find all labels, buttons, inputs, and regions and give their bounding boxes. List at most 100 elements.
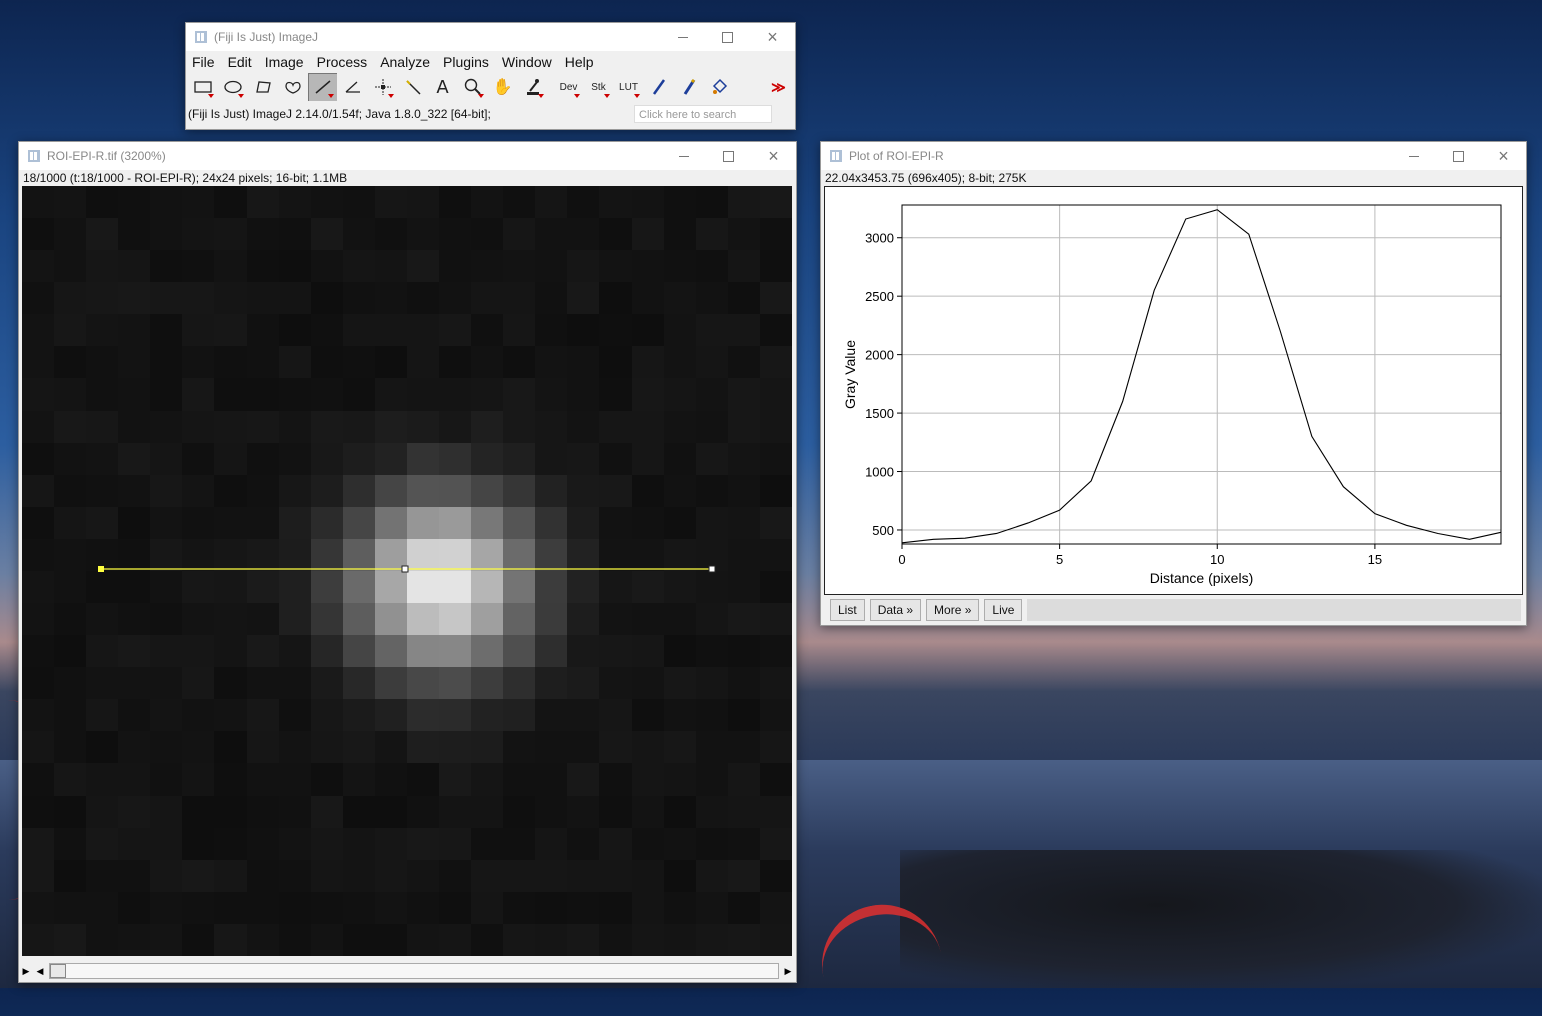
image-pixel [118, 186, 151, 219]
image-pixel [54, 474, 87, 507]
image-pixel [310, 314, 343, 347]
minimize-button[interactable] [661, 142, 706, 170]
image-pixel [214, 603, 247, 636]
image-pixel [471, 603, 504, 636]
maximize-button[interactable] [705, 23, 750, 51]
rectangle-tool-icon[interactable] [188, 73, 217, 101]
image-pixel [342, 378, 375, 411]
menu-analyze[interactable]: Analyze [380, 54, 430, 70]
menu-image[interactable]: Image [264, 54, 304, 70]
frame-slider-track[interactable] [49, 963, 779, 979]
image-pixel [214, 378, 247, 411]
image-pixel [663, 667, 696, 700]
image-pixel [214, 218, 247, 251]
image-pixel [246, 282, 279, 315]
hand-tool-icon[interactable]: ✋ [488, 73, 517, 101]
blank-tool[interactable] [734, 73, 763, 101]
zoom-tool-icon[interactable] [458, 73, 487, 101]
pencil-tool-icon[interactable] [644, 73, 673, 101]
image-pixel [695, 410, 728, 443]
image-pixel [695, 859, 728, 892]
image-canvas[interactable] [22, 186, 792, 956]
image-pixel [278, 827, 311, 860]
image-pixel [374, 603, 407, 636]
image-pixel [54, 314, 87, 347]
image-pixel [695, 538, 728, 571]
menu-edit[interactable]: Edit [227, 54, 252, 70]
frame-scrollbar[interactable]: ▶ ◀ ▶ [19, 960, 795, 982]
image-pixel [631, 186, 664, 219]
menu-process[interactable]: Process [316, 54, 368, 70]
search-input[interactable]: Click here to search [634, 105, 772, 123]
image-pixel [471, 635, 504, 668]
brush-tool-icon[interactable] [674, 73, 703, 101]
menu-plugins[interactable]: Plugins [443, 54, 489, 70]
list-button[interactable]: List [830, 599, 865, 621]
image-pixel [86, 763, 119, 796]
image-pixel [214, 667, 247, 700]
image-pixel [535, 538, 568, 571]
image-pixel [759, 923, 792, 956]
image-pixel [374, 218, 407, 251]
close-button[interactable]: × [768, 145, 779, 166]
menu-window[interactable]: Window [501, 54, 552, 70]
freehand-tool-icon[interactable] [278, 73, 307, 101]
image-pixel [118, 442, 151, 475]
flood-fill-tool-icon[interactable] [704, 73, 733, 101]
menu-help[interactable]: Help [564, 54, 594, 70]
plot-status-bar [1027, 599, 1521, 621]
close-button[interactable]: × [1498, 145, 1509, 166]
image-pixel [246, 250, 279, 283]
image-pixel [471, 378, 504, 411]
play-icon[interactable]: ▶ [22, 965, 30, 976]
image-pixel [567, 731, 600, 764]
main-titlebar[interactable]: (Fiji Is Just) ImageJ × [186, 23, 795, 51]
image-pixel [214, 314, 247, 347]
scroll-left-icon[interactable]: ◀ [36, 965, 44, 976]
image-pixel [567, 218, 600, 251]
maximize-button[interactable] [1436, 142, 1481, 170]
image-pixel [759, 603, 792, 636]
stk-tool[interactable]: Stk [584, 73, 613, 101]
image-pixel [599, 218, 632, 251]
image-pixel [182, 506, 215, 539]
image-pixel [22, 795, 55, 828]
polygon-tool-icon[interactable] [248, 73, 277, 101]
image-pixel [599, 763, 632, 796]
image-pixel [214, 346, 247, 379]
minimize-button[interactable] [660, 23, 705, 51]
dev-tool[interactable]: Dev [554, 73, 583, 101]
image-pixel [182, 635, 215, 668]
image-pixel [406, 378, 440, 411]
image-pixel [406, 314, 440, 347]
live-button[interactable]: Live [984, 599, 1023, 621]
maximize-button[interactable] [706, 142, 751, 170]
more-button[interactable]: More » [926, 599, 980, 621]
data-button[interactable]: Data » [869, 599, 922, 621]
image-pixel [503, 250, 536, 283]
image-titlebar[interactable]: ROI-EPI-R.tif (3200%) × [19, 142, 796, 170]
dropper-tool-icon[interactable] [518, 73, 547, 101]
image-pixel [759, 570, 792, 604]
plot-area[interactable]: 0 5 10 15 500 1000 1500 2000 2500 3000 Distance (p… [824, 186, 1523, 595]
menu-file[interactable]: File [192, 54, 215, 70]
image-pixel [599, 282, 632, 315]
image-pixel [631, 442, 664, 475]
wand-tool-icon[interactable] [398, 73, 427, 101]
close-button[interactable]: × [767, 26, 778, 47]
text-tool-icon[interactable]: A [428, 73, 457, 101]
lut-tool[interactable]: LUT [614, 73, 643, 101]
image-pixel [663, 186, 696, 219]
point-tool-icon[interactable] [368, 73, 397, 101]
oval-tool-icon[interactable] [218, 73, 247, 101]
image-pixel [246, 795, 279, 828]
minimize-button[interactable] [1391, 142, 1436, 170]
scroll-right-icon[interactable]: ▶ [784, 965, 792, 976]
line-tool-icon[interactable] [308, 73, 337, 101]
more-tools-icon[interactable]: ≫ [764, 73, 793, 101]
angle-tool-icon[interactable] [338, 73, 367, 101]
plot-titlebar[interactable]: Plot of ROI-EPI-R × [821, 142, 1526, 170]
image-pixel [695, 667, 728, 700]
image-pixel [22, 731, 55, 764]
frame-slider-thumb[interactable] [50, 964, 66, 978]
